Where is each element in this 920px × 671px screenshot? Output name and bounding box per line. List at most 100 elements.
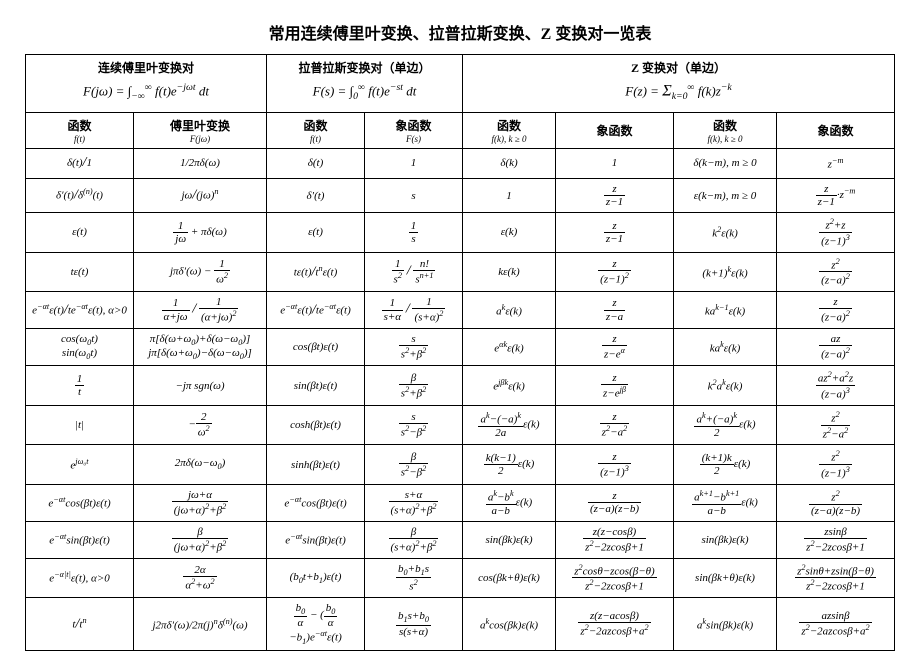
cell: ss2−β2 xyxy=(365,405,463,445)
cell: kakε(k) xyxy=(674,328,777,365)
col-header: 象函数 xyxy=(783,122,888,139)
cell: z(z−cosβ)z2−2zcosβ+1 xyxy=(556,521,674,558)
cell: ejω₀t xyxy=(26,445,134,485)
cell: jω/(jω)n xyxy=(134,178,267,212)
page-title: 常用连续傅里叶变换、拉普拉斯变换、Z 变换对一览表 xyxy=(20,20,900,44)
cell: 1t xyxy=(26,366,134,406)
cell: δ(k) xyxy=(463,148,556,178)
cell: zz−1 xyxy=(556,178,674,212)
cell: tε(t) xyxy=(26,252,134,292)
cell: z2cosθ−zcos(β−θ)z2−2zcosβ+1 xyxy=(556,558,674,598)
cell: (k+1)kε(k) xyxy=(674,252,777,292)
cell: δ(k−m), m ≥ 0 xyxy=(674,148,777,178)
cell: cos(ω0t)sin(ω0t) xyxy=(26,328,134,365)
col-sub: f(k), k ≥ 0 xyxy=(469,134,549,144)
cell: ε(k) xyxy=(463,213,556,253)
cell: |t| xyxy=(26,405,134,445)
cell: 2πδ(ω−ω0) xyxy=(134,445,267,485)
col-sub: f(t) xyxy=(32,134,127,144)
cell: k2ε(k) xyxy=(674,213,777,253)
cell: cos(βk+θ)ε(k) xyxy=(463,558,556,598)
cell: cos(βt)ε(t) xyxy=(267,328,365,365)
cell: z2(z−a)2 xyxy=(777,252,895,292)
fourier-formula: F(jω) = ∫−∞∞ f(t)e−jωt dt xyxy=(32,76,260,108)
col-header: 象函数 xyxy=(562,122,667,139)
col-sub: f(k), k ≥ 0 xyxy=(680,134,770,144)
cell: z(z−acosβ)z2−2azcosβ+a2 xyxy=(556,598,674,651)
cell: 2αα2+ω2 xyxy=(134,558,267,598)
cell: (b0t+b1)ε(t) xyxy=(267,558,365,598)
cell: ejβkε(k) xyxy=(463,366,556,406)
cell: tε(t)/tnε(t) xyxy=(267,252,365,292)
cell: z2+z(z−1)3 xyxy=(777,213,895,253)
cell: 1 xyxy=(463,178,556,212)
col-header: 傅里叶变换 xyxy=(140,117,260,134)
cell: ak+1−bk+1a−bε(k) xyxy=(674,484,777,521)
cell: 1s+α / 1(s+α)2 xyxy=(365,292,463,329)
cell: β(s+α)2+β2 xyxy=(365,521,463,558)
cell: 1α+jω / 1(α+jω)2 xyxy=(134,292,267,329)
cell: −2ω2 xyxy=(134,405,267,445)
cell: ak−bka−bε(k) xyxy=(463,484,556,521)
cell: z2(z−a)(z−b) xyxy=(777,484,895,521)
cell: ε(t) xyxy=(267,213,365,253)
cell: z2sinθ+zsin(β−θ)z2−2zcosβ+1 xyxy=(777,558,895,598)
cell: k2akε(k) xyxy=(674,366,777,406)
cell: δ′(t)/δ(n)(t) xyxy=(26,178,134,212)
cell: jπδ′(ω) − 1ω2 xyxy=(134,252,267,292)
col-header: 函数 xyxy=(32,117,127,134)
cell: 1jω + πδ(ω) xyxy=(134,213,267,253)
col-header: 函数 xyxy=(273,117,358,134)
cell: z(z−1)2 xyxy=(556,252,674,292)
cell: π[δ(ω+ω0)+δ(ω−ω0)]jπ[δ(ω+ω0)−δ(ω−ω0)] xyxy=(134,328,267,365)
cell: sinh(βt)ε(t) xyxy=(267,445,365,485)
cell: −jπ sgn(ω) xyxy=(134,366,267,406)
col-sub: f(t) xyxy=(273,134,358,144)
cell: sin(βk)ε(k) xyxy=(463,521,556,558)
cell: βs2−β2 xyxy=(365,445,463,485)
cell: az(z−a)2 xyxy=(777,328,895,365)
cell: ak+(−a)k2ε(k) xyxy=(674,405,777,445)
cell: cosh(βt)ε(t) xyxy=(267,405,365,445)
cell: j2πδ′(ω)/2π(j)nδ(n)(ω) xyxy=(134,598,267,651)
cell: b0α − (b0α−b1)e−αtε(t) xyxy=(267,598,365,651)
cell: z(z−1)3 xyxy=(556,445,674,485)
cell: ak−(−a)k2aε(k) xyxy=(463,405,556,445)
cell: s+α(s+α)2+β2 xyxy=(365,484,463,521)
cell: az2+a2z(z−a)3 xyxy=(777,366,895,406)
col-header: 函数 xyxy=(680,117,770,134)
cell: 1 xyxy=(556,148,674,178)
cell: e−α|t|ε(t), α>0 xyxy=(26,558,134,598)
cell: jω+α(jω+α)2+β2 xyxy=(134,484,267,521)
z-header: Z 变换对（单边） xyxy=(469,59,888,76)
cell: zz−eα xyxy=(556,328,674,365)
col-sub: F(jω) xyxy=(140,134,260,144)
cell: azsinβz2−2azcosβ+a2 xyxy=(777,598,895,651)
cell: b1s+b0s(s+α) xyxy=(365,598,463,651)
cell: 1s xyxy=(365,213,463,253)
cell: kε(k) xyxy=(463,252,556,292)
transform-table: 连续傅里叶变换对 F(jω) = ∫−∞∞ f(t)e−jωt dt 拉普拉斯变… xyxy=(25,54,895,651)
cell: zsinβz2−2zcosβ+1 xyxy=(777,521,895,558)
cell: ε(k−m), m ≥ 0 xyxy=(674,178,777,212)
cell: sin(βk)ε(k) xyxy=(674,521,777,558)
cell: zz2−a2 xyxy=(556,405,674,445)
col-header: 函数 xyxy=(469,117,549,134)
cell: kak−1ε(k) xyxy=(674,292,777,329)
cell: z2(z−1)3 xyxy=(777,445,895,485)
cell: (k+1)k2ε(k) xyxy=(674,445,777,485)
cell: akε(k) xyxy=(463,292,556,329)
cell: akcos(βk)ε(k) xyxy=(463,598,556,651)
cell: δ′(t) xyxy=(267,178,365,212)
cell: δ(t)/1 xyxy=(26,148,134,178)
cell: sin(βt)ε(t) xyxy=(267,366,365,406)
cell: ε(t) xyxy=(26,213,134,253)
cell: ss2+β2 xyxy=(365,328,463,365)
cell: eαkε(k) xyxy=(463,328,556,365)
cell: sin(βk+θ)ε(k) xyxy=(674,558,777,598)
col-sub: F(s) xyxy=(371,134,456,144)
cell: k(k−1)2ε(k) xyxy=(463,445,556,485)
cell: b0+b1ss2 xyxy=(365,558,463,598)
cell: zz−ejβ xyxy=(556,366,674,406)
laplace-formula: F(s) = ∫0∞ f(t)e−st dt xyxy=(273,76,456,108)
